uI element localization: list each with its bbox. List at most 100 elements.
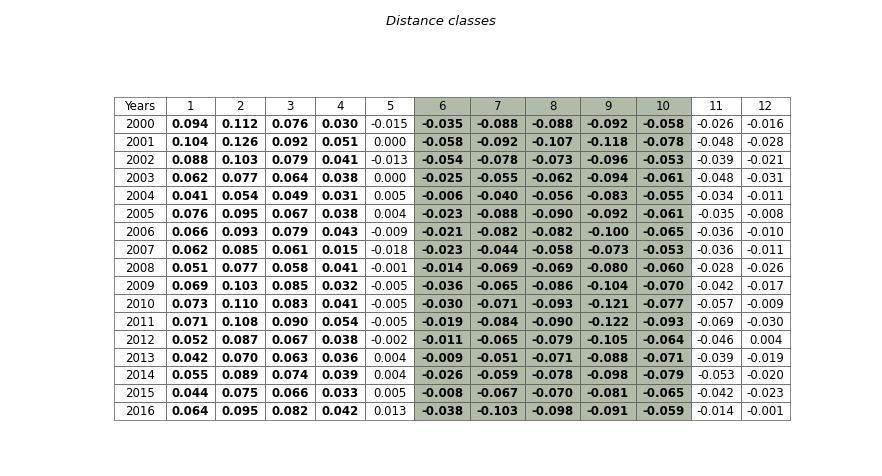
Text: -0.023: -0.023	[421, 208, 463, 220]
Text: -0.030: -0.030	[747, 315, 784, 328]
Bar	[364, 151, 415, 169]
Text: -0.081: -0.081	[587, 387, 629, 399]
Bar	[741, 98, 790, 115]
Bar	[415, 241, 469, 259]
Bar	[415, 205, 469, 223]
Bar	[691, 98, 741, 115]
Text: 0.077: 0.077	[221, 171, 258, 185]
Bar	[469, 205, 525, 223]
Bar	[636, 330, 691, 348]
Bar	[415, 223, 469, 241]
Bar	[215, 241, 265, 259]
Text: -0.054: -0.054	[421, 154, 463, 167]
Text: -0.067: -0.067	[476, 387, 519, 399]
Text: -0.017: -0.017	[746, 279, 784, 292]
Bar	[364, 223, 415, 241]
Bar	[636, 295, 691, 312]
Bar	[691, 241, 741, 259]
Bar	[415, 366, 469, 384]
Text: -0.088: -0.088	[532, 118, 573, 131]
Bar	[315, 115, 364, 133]
Bar	[636, 312, 691, 330]
Bar	[315, 402, 364, 420]
Bar	[315, 133, 364, 151]
Text: -0.100: -0.100	[587, 225, 629, 238]
Bar	[114, 133, 166, 151]
Text: 0.015: 0.015	[321, 243, 358, 256]
Text: -0.009: -0.009	[421, 351, 463, 364]
Bar	[415, 259, 469, 277]
Bar	[166, 295, 215, 312]
Text: -0.077: -0.077	[642, 297, 684, 310]
Text: -0.042: -0.042	[697, 387, 735, 399]
Bar	[415, 277, 469, 295]
Text: 0.062: 0.062	[172, 171, 209, 185]
Text: -0.015: -0.015	[370, 118, 408, 131]
Text: -0.016: -0.016	[746, 118, 784, 131]
Text: -0.006: -0.006	[421, 189, 463, 202]
Text: 0.079: 0.079	[272, 225, 309, 238]
Text: -0.030: -0.030	[421, 297, 463, 310]
Text: 0.070: 0.070	[221, 351, 258, 364]
Text: -0.065: -0.065	[476, 333, 519, 346]
Text: -0.005: -0.005	[370, 279, 408, 292]
Bar	[741, 366, 790, 384]
Bar	[364, 295, 415, 312]
Bar	[525, 205, 580, 223]
Bar	[525, 151, 580, 169]
Text: 2006: 2006	[124, 225, 154, 238]
Bar	[215, 98, 265, 115]
Text: -0.083: -0.083	[587, 189, 629, 202]
Bar	[315, 348, 364, 366]
Text: 0.103: 0.103	[221, 154, 258, 167]
Bar	[580, 384, 636, 402]
Bar	[469, 384, 525, 402]
Text: 0.083: 0.083	[272, 297, 309, 310]
Text: -0.098: -0.098	[532, 405, 573, 417]
Bar	[525, 187, 580, 205]
Text: -0.078: -0.078	[476, 154, 519, 167]
Bar	[415, 295, 469, 312]
Text: -0.073: -0.073	[587, 243, 629, 256]
Text: 2002: 2002	[124, 154, 154, 167]
Text: -0.059: -0.059	[642, 405, 684, 417]
Text: -0.031: -0.031	[747, 171, 784, 185]
Bar	[469, 402, 525, 420]
Bar	[469, 115, 525, 133]
Text: -0.062: -0.062	[532, 171, 573, 185]
Bar	[636, 98, 691, 115]
Bar	[114, 187, 166, 205]
Text: 2014: 2014	[124, 369, 154, 382]
Bar	[580, 259, 636, 277]
Bar	[469, 133, 525, 151]
Bar	[415, 187, 469, 205]
Text: 0.038: 0.038	[321, 208, 358, 220]
Text: 0.093: 0.093	[221, 225, 258, 238]
Text: -0.061: -0.061	[642, 208, 684, 220]
Text: 0.058: 0.058	[272, 261, 309, 274]
Bar	[364, 133, 415, 151]
Text: 0.038: 0.038	[321, 171, 358, 185]
Text: 0.082: 0.082	[272, 405, 309, 417]
Text: 2000: 2000	[124, 118, 154, 131]
Bar	[525, 348, 580, 366]
Text: 11: 11	[708, 100, 723, 113]
Text: 3: 3	[287, 100, 294, 113]
Bar	[114, 348, 166, 366]
Bar	[364, 366, 415, 384]
Text: 0.108: 0.108	[221, 315, 258, 328]
Bar	[525, 98, 580, 115]
Text: 0.090: 0.090	[272, 315, 309, 328]
Text: -0.064: -0.064	[642, 333, 684, 346]
Bar	[741, 187, 790, 205]
Bar	[469, 259, 525, 277]
Text: -0.088: -0.088	[476, 208, 519, 220]
Bar	[215, 366, 265, 384]
Text: 2007: 2007	[124, 243, 154, 256]
Bar	[166, 223, 215, 241]
Text: -0.018: -0.018	[370, 243, 408, 256]
Bar	[469, 98, 525, 115]
Bar	[265, 133, 315, 151]
Bar	[315, 384, 364, 402]
Bar	[636, 277, 691, 295]
